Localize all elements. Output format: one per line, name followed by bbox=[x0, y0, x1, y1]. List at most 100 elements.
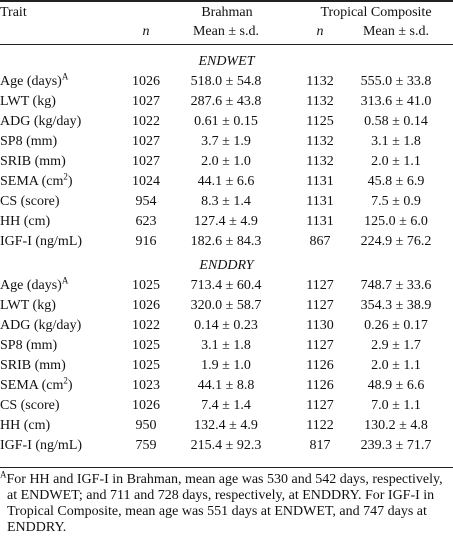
brahman-mean: 1.9 ± 1.0 bbox=[201, 358, 251, 373]
tropical-n: 1127 bbox=[306, 338, 334, 353]
brahman-n: 1022 bbox=[132, 318, 160, 333]
superscript: A bbox=[61, 275, 69, 286]
top-rule bbox=[0, 0, 453, 2]
tropical-mean: 2.0 ± 1.1 bbox=[371, 154, 421, 169]
brahman-n: 1027 bbox=[132, 154, 160, 169]
brahman-mean: 320.0 ± 58.7 bbox=[190, 298, 262, 313]
brahman-mean: 287.6 ± 43.8 bbox=[190, 94, 262, 109]
tropical-mean: 0.58 ± 0.14 bbox=[364, 114, 428, 129]
trait-label: SEMA (cm2) bbox=[0, 171, 73, 189]
tropical-mean: 130.2 ± 4.8 bbox=[364, 418, 428, 433]
tropical-n: 867 bbox=[309, 234, 331, 249]
superscript: 2 bbox=[63, 375, 68, 386]
tropical-n: 1127 bbox=[306, 278, 334, 293]
tropical-n: 1125 bbox=[306, 114, 334, 129]
tropical-mean: 45.8 ± 6.9 bbox=[367, 174, 425, 189]
brahman-mean: 0.14 ± 0.23 bbox=[194, 318, 258, 333]
brahman-n: 623 bbox=[135, 214, 157, 229]
section-title: ENDWET bbox=[198, 54, 255, 69]
trait-label: HH (cm) bbox=[0, 214, 51, 229]
trait-label: SP8 (mm) bbox=[0, 338, 58, 353]
trait-label: HH (cm) bbox=[0, 418, 51, 433]
brahman-n: 1027 bbox=[132, 134, 160, 149]
brahman-n: 1027 bbox=[132, 94, 160, 109]
trait-label: Age (days)A bbox=[0, 275, 69, 293]
tropical-mean: 7.5 ± 0.9 bbox=[371, 194, 421, 209]
brahman-n: 1023 bbox=[132, 378, 160, 393]
brahman-n: 950 bbox=[135, 418, 157, 433]
brahman-mean: 0.61 ± 0.15 bbox=[194, 114, 258, 129]
header-tropical-n: n bbox=[316, 24, 324, 39]
tropical-mean: 748.7 ± 33.6 bbox=[360, 278, 432, 293]
trait-label: LWT (kg) bbox=[0, 298, 56, 313]
brahman-n: 954 bbox=[135, 194, 157, 209]
trait-label: SEMA (cm2) bbox=[0, 375, 73, 393]
header-trait: Trait bbox=[0, 5, 27, 20]
tropical-n: 1132 bbox=[306, 94, 334, 109]
trait-label: LWT (kg) bbox=[0, 94, 56, 109]
tropical-mean: 125.0 ± 6.0 bbox=[364, 214, 428, 229]
tropical-mean: 555.0 ± 33.8 bbox=[360, 74, 432, 89]
brahman-mean: 3.1 ± 1.8 bbox=[201, 338, 251, 353]
brahman-mean: 44.1 ± 6.6 bbox=[197, 174, 255, 189]
footnote-line: AFor HH and IGF-I in Brahman, mean age w… bbox=[0, 469, 443, 487]
tropical-n: 1132 bbox=[306, 154, 334, 169]
brahman-n: 1026 bbox=[132, 74, 160, 89]
brahman-mean: 2.0 ± 1.0 bbox=[201, 154, 251, 169]
brahman-n: 1026 bbox=[132, 298, 160, 313]
brahman-n: 759 bbox=[135, 438, 157, 453]
brahman-mean: 44.1 ± 8.8 bbox=[197, 378, 255, 393]
trait-label: IGF-I (ng/mL) bbox=[0, 234, 83, 249]
tropical-n: 1130 bbox=[306, 318, 334, 333]
brahman-n: 1022 bbox=[132, 114, 160, 129]
header-tropical-mean: Mean ± s.d. bbox=[362, 24, 429, 39]
brahman-mean: 132.4 ± 4.9 bbox=[194, 418, 258, 433]
bottom-rule bbox=[0, 467, 453, 468]
trait-label: IGF-I (ng/mL) bbox=[0, 438, 83, 453]
tropical-mean: 239.3 ± 71.7 bbox=[360, 438, 432, 453]
trait-label: SRIB (mm) bbox=[0, 154, 66, 169]
tropical-mean: 2.9 ± 1.7 bbox=[371, 338, 421, 353]
tropical-mean: 48.9 ± 6.6 bbox=[367, 378, 425, 393]
superscript: 2 bbox=[63, 171, 68, 182]
brahman-mean: 8.3 ± 1.4 bbox=[201, 194, 251, 209]
trait-label: ADG (kg/day) bbox=[0, 114, 82, 129]
header-brahman-n: n bbox=[142, 24, 150, 39]
header-brahman-mean: Mean ± s.d. bbox=[192, 24, 259, 39]
tropical-mean: 7.0 ± 1.1 bbox=[371, 398, 421, 413]
footnote-line: ENDDRY. bbox=[7, 520, 67, 535]
brahman-mean: 713.4 ± 60.4 bbox=[190, 278, 262, 293]
section-title: ENDDRY bbox=[199, 258, 254, 273]
brahman-mean: 7.4 ± 1.4 bbox=[201, 398, 251, 413]
brahman-n: 1025 bbox=[132, 338, 160, 353]
brahman-mean: 215.4 ± 92.3 bbox=[190, 438, 262, 453]
tropical-n: 1126 bbox=[306, 378, 334, 393]
brahman-n: 1024 bbox=[132, 174, 160, 189]
trait-label: SP8 (mm) bbox=[0, 134, 58, 149]
tropical-mean: 354.3 ± 38.9 bbox=[360, 298, 432, 313]
tropical-mean: 224.9 ± 76.2 bbox=[360, 234, 432, 249]
tropical-n: 1126 bbox=[306, 358, 334, 373]
footnote-marker: A bbox=[0, 469, 7, 480]
tropical-mean: 2.0 ± 1.1 bbox=[371, 358, 421, 373]
trait-label: CS (score) bbox=[0, 398, 60, 413]
header-brahman: Brahman bbox=[201, 5, 253, 20]
brahman-n: 1025 bbox=[132, 358, 160, 373]
tropical-n: 1132 bbox=[306, 74, 334, 89]
superscript: A bbox=[61, 71, 69, 82]
tropical-n: 1132 bbox=[306, 134, 334, 149]
trait-label: SRIB (mm) bbox=[0, 358, 66, 373]
tropical-n: 817 bbox=[309, 438, 331, 453]
brahman-n: 1026 bbox=[132, 398, 160, 413]
tropical-mean: 3.1 ± 1.8 bbox=[371, 134, 421, 149]
footnote-line: Tropical Composite, mean age was 551 day… bbox=[7, 504, 427, 519]
footnote-line: at ENDWET; and 711 and 728 days, respect… bbox=[7, 488, 435, 503]
trait-label: Age (days)A bbox=[0, 71, 69, 89]
tropical-n: 1131 bbox=[306, 174, 334, 189]
tropical-n: 1131 bbox=[306, 214, 334, 229]
trait-label: ADG (kg/day) bbox=[0, 318, 82, 333]
header-tropical-composite: Tropical Composite bbox=[320, 5, 432, 20]
tropical-n: 1127 bbox=[306, 398, 334, 413]
brahman-mean: 518.0 ± 54.8 bbox=[190, 74, 262, 89]
